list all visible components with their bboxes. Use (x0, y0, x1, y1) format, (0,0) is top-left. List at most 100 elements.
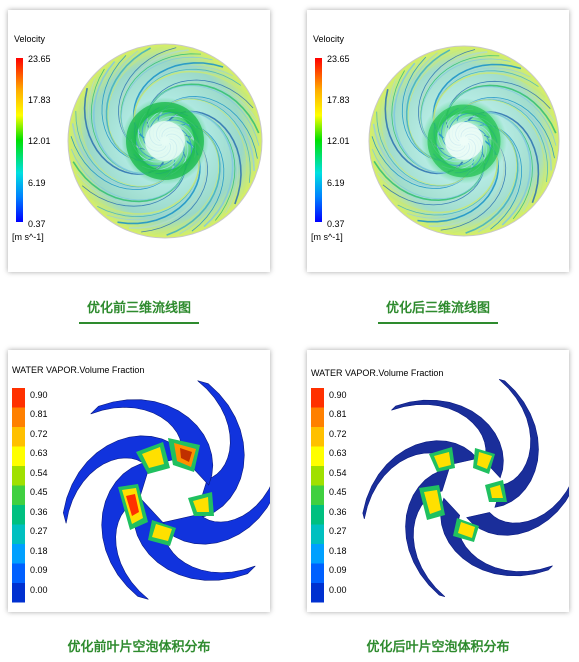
impeller-blade (158, 486, 270, 545)
impeller-blades (62, 380, 270, 600)
colorbar-band (311, 544, 324, 564)
impeller-blade (440, 497, 553, 577)
tick-label: 0.27 (329, 526, 347, 536)
colorbar-band (12, 485, 25, 505)
streamline (120, 56, 213, 142)
colorbar-band (12, 388, 25, 408)
tick-label: 12.01 (327, 136, 350, 146)
colorbar-band (12, 407, 25, 427)
tick-label: 0.90 (30, 390, 48, 400)
tick-label: 0.81 (30, 409, 48, 419)
impeller-blade (90, 399, 214, 486)
colorbar-band (311, 524, 324, 544)
tick-label: 0.54 (329, 468, 347, 478)
tick-label: 0.54 (30, 468, 48, 478)
tick-label: 0.45 (329, 487, 347, 497)
streamline (107, 46, 164, 160)
tick-label: 23.65 (28, 54, 51, 64)
impeller-blade (494, 379, 539, 508)
streamline (70, 148, 187, 201)
streamline (447, 86, 557, 146)
colorbar-band (311, 563, 324, 583)
colorbar-band (12, 446, 25, 466)
vapor-fraction-plot-after: WATER VAPOR.Volume Fraction 0.90 0.81 0.… (311, 368, 569, 603)
caption-before-streamline: 优化前三维流线图 (8, 297, 270, 324)
impeller-disc (67, 43, 263, 239)
colorbar-band (311, 427, 324, 447)
colorbar-band (12, 466, 25, 486)
streamline (484, 111, 531, 226)
panel-after-vapor: WATER VAPOR.Volume Fraction 0.90 0.81 0.… (307, 350, 569, 612)
tick-label: 0.18 (329, 546, 347, 556)
tick-label: 0.45 (30, 487, 48, 497)
colorbar-band (311, 446, 324, 466)
unit-label: [m s^-1] (12, 232, 44, 242)
streamline (185, 110, 234, 228)
impeller-blades (362, 379, 569, 597)
tick-label: 17.83 (28, 95, 51, 105)
tick-label: 0.18 (30, 546, 48, 556)
tick-label: 0.09 (329, 565, 347, 575)
legend-title: WATER VAPOR.Volume Fraction (311, 368, 443, 378)
streamline (88, 155, 200, 215)
tick-label: 0.09 (30, 565, 48, 575)
streamline (389, 154, 499, 214)
colorbar (16, 58, 23, 222)
caption-after-streamline: 优化后三维流线图 (307, 297, 569, 324)
streamline (92, 61, 149, 175)
colorbar-band (12, 505, 25, 525)
tick-label: 0.81 (329, 409, 347, 419)
tick-label: 0.37 (28, 219, 46, 229)
streamline (167, 98, 248, 194)
streamline (153, 126, 220, 235)
colorbar-band (311, 485, 324, 505)
impeller-disc (368, 45, 560, 237)
legend-title: Velocity (313, 34, 345, 44)
panel-before-streamline: Velocity 23.65 17.83 12.01 6.19 0.37 [m … (8, 10, 270, 272)
panel-after-streamline: Velocity 23.65 17.83 12.01 6.19 0.37 [m … (307, 10, 569, 272)
impeller-blade (362, 440, 478, 519)
panel-before-vapor: WATER VAPOR.Volume Fraction 0.90 0.81 0.… (8, 350, 270, 612)
streamline (79, 99, 168, 187)
caption-after-vapor: 优化后叶片空泡体积分布 (366, 640, 510, 655)
colorbar-band (311, 466, 324, 486)
caption-before-vapor: 优化前叶片空泡体积分布 (67, 640, 211, 655)
colorbar-band (12, 524, 25, 544)
streamline (371, 148, 485, 200)
tick-label: 12.01 (28, 136, 51, 146)
colorbar-band (12, 544, 25, 564)
streamline (428, 136, 506, 228)
tick-label: 17.83 (327, 95, 350, 105)
impeller-blade (466, 486, 569, 536)
tick-label: 6.19 (327, 178, 345, 188)
colorbar-band (12, 427, 25, 447)
vapor-fraction-plot-before: WATER VAPOR.Volume Fraction 0.90 0.81 0.… (12, 365, 270, 603)
streamline (407, 48, 463, 160)
impeller-blade (405, 468, 450, 597)
tick-label: 0.00 (329, 585, 347, 595)
streamline (379, 99, 467, 186)
tick-label: 6.19 (28, 178, 46, 188)
impeller-blade (132, 494, 256, 581)
tick-label: 0.63 (30, 448, 48, 458)
colorbar-band (12, 583, 25, 603)
legend-title: Velocity (14, 34, 46, 44)
unit-label: [m s^-1] (311, 232, 343, 242)
streamline (420, 58, 511, 142)
tick-label: 0.27 (30, 526, 48, 536)
legend-title: WATER VAPOR.Volume Fraction (12, 365, 144, 375)
colorbar-band (311, 388, 324, 408)
streamline (133, 70, 249, 123)
tick-label: 0.90 (329, 390, 347, 400)
colorbar-band (311, 505, 324, 525)
tick-label: 0.63 (329, 448, 347, 458)
streamline (393, 62, 448, 174)
colorbar-band (311, 583, 324, 603)
tick-label: 0.00 (30, 585, 48, 595)
colorbar-band (12, 563, 25, 583)
tick-label: 23.65 (327, 54, 350, 64)
colorbar-band (311, 407, 324, 427)
streamline (148, 85, 260, 146)
streamline (466, 99, 545, 193)
velocity-streamline-plot-before: Velocity 23.65 17.83 12.01 6.19 0.37 [m … (12, 34, 263, 242)
